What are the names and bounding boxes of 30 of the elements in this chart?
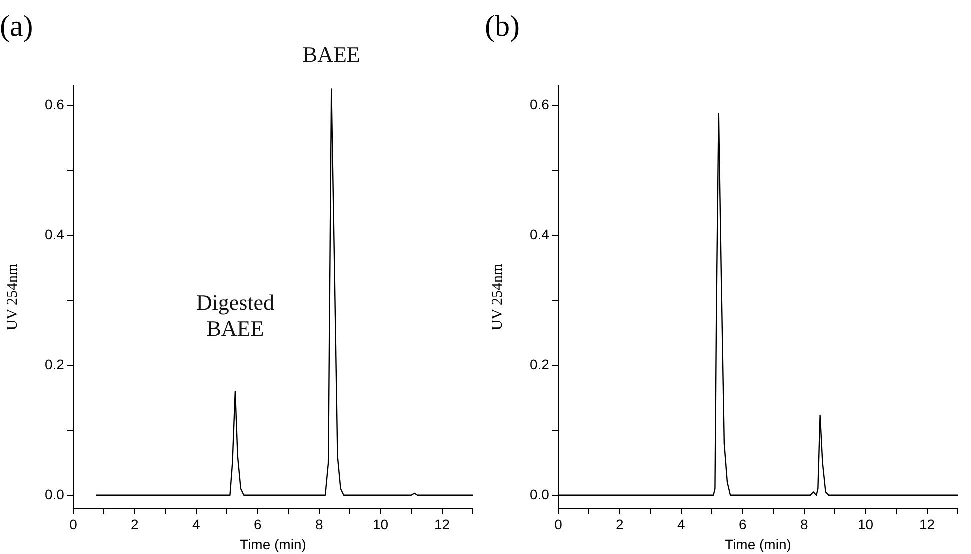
y-axis-title: UV 254nm: [4, 263, 21, 331]
x-tick-label: 12: [434, 516, 450, 533]
x-tick-label: 4: [192, 516, 200, 533]
x-tick-label: 8: [315, 516, 324, 533]
y-tick-label: 0.4: [530, 226, 550, 242]
x-tick-label: 10: [373, 516, 389, 533]
x-axis-title: Time (min): [240, 536, 306, 552]
x-tick-label: 8: [800, 516, 808, 533]
x-tick-label: 0: [70, 516, 78, 533]
chart-title: (a): [0, 10, 34, 43]
x-axis-title: Time (min): [725, 536, 792, 552]
x-tick-label: 6: [254, 516, 262, 533]
x-tick-label: 10: [858, 516, 874, 533]
annotation: BAEE: [302, 42, 360, 68]
x-tick-label: 2: [131, 516, 140, 533]
x-tick-label: 2: [616, 516, 624, 533]
y-tick-label: 0.2: [44, 356, 65, 372]
y-tick-label: 0.6: [44, 96, 65, 112]
x-tick-label: 6: [738, 516, 747, 533]
y-tick-label: 0.0: [530, 486, 550, 502]
y-tick-label: 0.2: [530, 356, 550, 372]
x-tick-label: 12: [919, 516, 936, 533]
x-tick-label: 0: [554, 516, 563, 533]
y-tick-label: 0.4: [44, 226, 65, 242]
x-tick-label: 4: [678, 516, 686, 533]
y-tick-label: 0.6: [530, 96, 550, 112]
annotation: Digested BAEE: [196, 290, 275, 342]
chart-title: (b): [485, 10, 520, 43]
y-axis-title: UV 254nm: [490, 263, 506, 331]
y-tick-label: 0.0: [44, 486, 65, 502]
